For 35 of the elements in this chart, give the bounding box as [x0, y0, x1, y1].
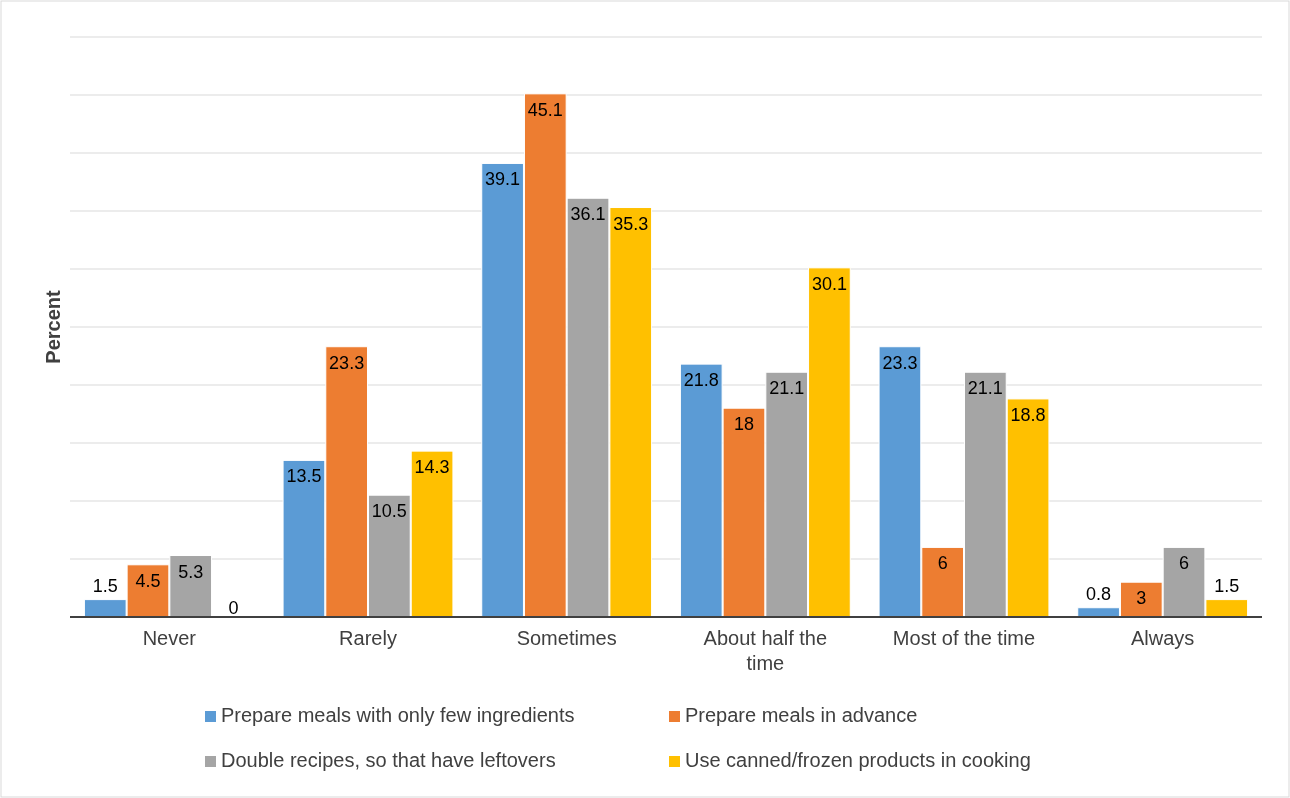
data-label: 0: [228, 598, 239, 618]
legend-label: Prepare meals in advance: [685, 704, 918, 726]
data-label: 39.1: [485, 169, 521, 190]
data-label: 35.3: [613, 213, 649, 234]
data-label: 21.8: [683, 370, 719, 391]
x-tick-label: Always: [1130, 627, 1195, 649]
x-tick-label: Rarely: [339, 627, 397, 649]
data-label: 30.1: [811, 273, 847, 294]
y-axis-title: Percent: [42, 289, 64, 364]
legend-label: Use canned/frozen products in cooking: [685, 749, 1031, 771]
data-label: 0.8: [1086, 583, 1112, 604]
data-label: 36.1: [570, 204, 606, 225]
x-tick-label: Sometimes: [516, 627, 617, 649]
data-label: 6: [1179, 553, 1190, 574]
data-label: 5.3: [178, 561, 204, 582]
data-label: 10.5: [371, 501, 407, 522]
data-label: 23.3: [882, 352, 918, 373]
data-label: 1.5: [92, 575, 118, 596]
data-label: 13.5: [286, 466, 322, 487]
data-label: 4.5: [135, 570, 161, 591]
x-tick-label: Never: [142, 627, 197, 649]
data-label: 3: [1136, 588, 1147, 609]
data-label: 21.1: [769, 378, 805, 399]
legend-label: Prepare meals with only few ingredients: [221, 704, 575, 726]
data-label: 14.3: [414, 457, 450, 478]
x-tick-label: About half the time: [703, 627, 828, 674]
data-label: 18: [733, 414, 754, 435]
data-label: 45.1: [527, 99, 563, 120]
data-label: 21.1: [967, 378, 1003, 399]
data-label: 6: [937, 553, 948, 574]
data-label: 1.5: [1214, 575, 1240, 596]
x-tick-label: Most of the time: [892, 627, 1036, 649]
data-label: 18.8: [1010, 404, 1046, 425]
legend-label: Double recipes, so that have leftovers: [221, 749, 556, 771]
data-label: 23.3: [329, 352, 365, 373]
